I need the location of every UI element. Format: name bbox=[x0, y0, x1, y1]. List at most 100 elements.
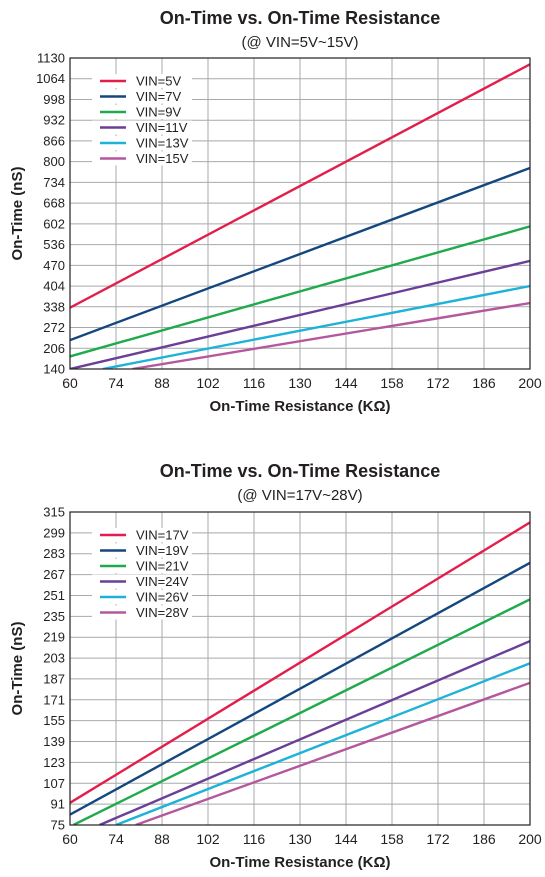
x-tick-label: 144 bbox=[334, 375, 358, 391]
chart-subtitle: (@ VIN=17V~28V) bbox=[237, 487, 362, 504]
y-tick-label: 139 bbox=[43, 734, 65, 749]
x-tick-label: 200 bbox=[518, 375, 542, 391]
legend-item: VIN=15V bbox=[92, 151, 192, 166]
x-tick-label: 186 bbox=[472, 831, 496, 847]
legend-item-background bbox=[92, 605, 192, 620]
legend-item-background bbox=[92, 543, 192, 558]
plot-frame bbox=[69, 511, 531, 826]
legend-item-background bbox=[92, 590, 192, 604]
chart-title: On-Time vs. On-Time Resistance bbox=[160, 8, 440, 28]
series-line-vin-24v bbox=[99, 640, 530, 825]
x-axis-label: On-Time Resistance (KΩ) bbox=[210, 854, 391, 871]
x-tick-label: 60 bbox=[62, 375, 78, 391]
y-tick-label: 272 bbox=[43, 320, 65, 335]
legend-label: VIN=7V bbox=[136, 89, 181, 104]
y-tick-label: 932 bbox=[43, 113, 65, 128]
series-line-vin-28v bbox=[135, 681, 530, 825]
y-tick-label: 206 bbox=[43, 341, 65, 356]
chart-1: On-Time vs. On-Time Resistance (@ VIN=5V~… bbox=[9, 8, 542, 415]
x-tick-label: 172 bbox=[426, 831, 450, 847]
y-tick-label: 251 bbox=[43, 588, 65, 603]
x-tick-label: 60 bbox=[62, 831, 78, 847]
legend-label: VIN=9V bbox=[136, 105, 181, 120]
y-tick-label: 1064 bbox=[36, 71, 65, 86]
y-tick-label: 668 bbox=[43, 196, 65, 211]
x-tick-label: 144 bbox=[334, 831, 358, 847]
x-tick-label: 186 bbox=[472, 375, 496, 391]
legend-item-background bbox=[92, 574, 192, 589]
chart-title: On-Time vs. On-Time Resistance bbox=[160, 461, 440, 481]
x-tick-label: 200 bbox=[518, 831, 542, 847]
y-tick-label: 998 bbox=[43, 92, 65, 107]
x-tick-label: 88 bbox=[154, 831, 170, 847]
legend-label: VIN=28V bbox=[136, 605, 189, 620]
legend-label: VIN=26V bbox=[136, 590, 189, 605]
series-line-vin-7v bbox=[70, 166, 530, 342]
x-tick-label: 158 bbox=[380, 375, 404, 391]
series-line-vin-5v bbox=[70, 63, 530, 309]
y-tick-label: 203 bbox=[43, 651, 65, 666]
legend-item: VIN=19V bbox=[92, 543, 192, 558]
y-tick-labels: 75 91 107 123 139 155 171 187 203 219 235 251 267 283… bbox=[43, 505, 65, 833]
legend-label: VIN=17V bbox=[136, 528, 189, 543]
y-tick-label: 123 bbox=[43, 755, 65, 770]
chart-subtitle: (@ VIN=5V~15V) bbox=[242, 34, 359, 51]
series-line-vin-15v bbox=[132, 301, 530, 369]
y-tick-label: 267 bbox=[43, 567, 65, 582]
legend-item: VIN=9V bbox=[92, 105, 192, 120]
legend-item-background bbox=[92, 120, 192, 135]
x-tick-label: 102 bbox=[196, 831, 220, 847]
legend-item: VIN=21V bbox=[92, 559, 192, 574]
y-tick-label: 800 bbox=[43, 154, 65, 169]
y-tick-label: 866 bbox=[43, 133, 65, 148]
x-axis-label: On-Time Resistance (KΩ) bbox=[210, 398, 391, 415]
legend-label: VIN=21V bbox=[136, 559, 189, 574]
y-tick-label: 219 bbox=[43, 630, 65, 645]
y-tick-label: 338 bbox=[43, 299, 65, 314]
y-tick-label: 404 bbox=[43, 279, 65, 294]
legend-item: VIN=26V bbox=[92, 590, 192, 605]
legend-item: VIN=5V bbox=[92, 74, 192, 89]
series-line-vin-21v bbox=[72, 598, 530, 825]
legend-item: VIN=13V bbox=[92, 136, 192, 151]
series-line-vin-26v bbox=[115, 662, 530, 825]
x-tick-label: 74 bbox=[108, 831, 124, 847]
legend-label: VIN=5V bbox=[136, 74, 181, 89]
plot-frame bbox=[69, 57, 531, 370]
x-tick-label: 172 bbox=[426, 375, 450, 391]
y-tick-label: 235 bbox=[43, 609, 65, 624]
legend-label: VIN=11V bbox=[136, 120, 188, 135]
legend-item-background bbox=[92, 89, 192, 104]
y-tick-label: 75 bbox=[51, 818, 65, 833]
y-axis-label: On-Time (nS) bbox=[9, 622, 26, 716]
legend-label: VIN=13V bbox=[136, 136, 189, 151]
legend-item-background bbox=[92, 136, 192, 150]
legend-item: VIN=17V bbox=[92, 528, 192, 543]
y-tick-label: 283 bbox=[43, 546, 65, 561]
legend: VIN=17VVIN=19VVIN=21VVIN=24VVIN=26VVIN=2… bbox=[92, 528, 192, 620]
y-tick-label: 187 bbox=[43, 671, 65, 686]
legend-item-background bbox=[92, 105, 192, 119]
x-tick-label: 102 bbox=[196, 375, 220, 391]
y-tick-label: 536 bbox=[43, 237, 65, 252]
y-tick-label: 470 bbox=[43, 258, 65, 273]
y-tick-label: 171 bbox=[43, 692, 65, 707]
x-tick-label: 116 bbox=[243, 831, 266, 847]
y-tick-label: 140 bbox=[43, 362, 65, 377]
legend-item-background bbox=[92, 528, 192, 542]
y-tick-label: 155 bbox=[43, 713, 65, 728]
y-tick-label: 315 bbox=[43, 505, 65, 520]
x-tick-labels: 60 74 88 102 116 130 144 158 172 186 200 bbox=[62, 375, 542, 391]
x-tick-label: 130 bbox=[288, 831, 312, 847]
series-lines bbox=[70, 521, 530, 825]
y-tick-label: 602 bbox=[43, 216, 65, 231]
series-line-vin-13v bbox=[102, 284, 530, 369]
legend-item-background bbox=[92, 151, 192, 166]
legend-item: VIN=24V bbox=[92, 574, 192, 589]
y-tick-label: 91 bbox=[51, 797, 65, 812]
legend-label: VIN=19V bbox=[136, 543, 189, 558]
y-tick-label: 299 bbox=[43, 525, 65, 540]
x-tick-label: 130 bbox=[288, 375, 312, 391]
chart-2: On-Time vs. On-Time Resistance (@ VIN=17V… bbox=[9, 461, 542, 871]
